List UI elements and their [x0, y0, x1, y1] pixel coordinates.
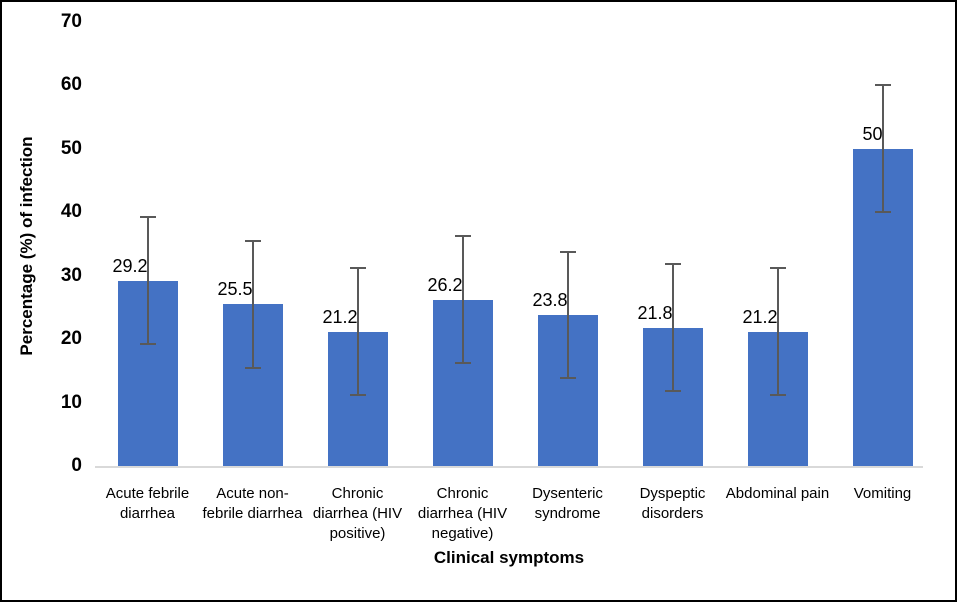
value-label: 21.8 — [637, 302, 673, 323]
error-bar-line — [356, 268, 359, 395]
value-label: 25.5 — [217, 279, 253, 300]
error-bar-bottom-cap — [874, 211, 891, 214]
y-tick-label: 10 — [60, 391, 82, 413]
x-axis-line — [95, 466, 923, 468]
y-tick-label: 20 — [60, 328, 82, 350]
value-label: 23.8 — [532, 290, 568, 311]
error-bar-line — [671, 264, 674, 392]
y-axis-title: Percentage (%) of infection — [17, 136, 36, 356]
error-bar-bottom-cap — [769, 393, 786, 396]
error-bar-bottom-cap — [349, 393, 366, 396]
error-bar-line — [146, 217, 149, 345]
error-bar-bottom-cap — [664, 390, 681, 393]
error-bar-top-cap — [349, 267, 366, 270]
x-tick-label: Dysenteric syndrome — [532, 485, 603, 522]
x-tick-label: Chronic diarrhea (HIV negative) — [417, 485, 508, 542]
y-tick-label: 60 — [60, 74, 82, 96]
error-bar-bottom-cap — [139, 343, 156, 346]
error-bar-line — [251, 240, 254, 368]
error-bar-top-cap — [664, 263, 681, 266]
value-label: 26.2 — [427, 274, 463, 295]
error-bar-top-cap — [139, 216, 156, 219]
error-bar-line — [881, 85, 884, 213]
error-bar-bottom-cap — [454, 362, 471, 365]
y-tick-label: 30 — [60, 264, 82, 286]
error-bar-line — [776, 268, 779, 395]
error-bar-top-cap — [874, 84, 891, 87]
error-bar-bottom-cap — [244, 366, 261, 369]
error-bar-top-cap — [244, 239, 261, 242]
error-bar-top-cap — [559, 250, 576, 253]
y-tick-label: 50 — [60, 137, 82, 159]
error-bar-line — [566, 251, 569, 379]
value-label: 29.2 — [112, 255, 148, 276]
x-tick-label: Dyspeptic disorders — [639, 485, 706, 522]
x-tick-label: Acute non-febrile diarrhea — [202, 485, 303, 522]
error-bar-line — [461, 236, 464, 364]
value-label: 21.2 — [322, 306, 358, 327]
error-bar-top-cap — [769, 267, 786, 270]
x-tick-label: Abdominal pain — [725, 485, 830, 502]
value-label: 50 — [862, 123, 883, 144]
error-bar-bottom-cap — [559, 377, 576, 380]
x-tick-label: Vomiting — [853, 485, 912, 502]
y-tick-label: 70 — [60, 11, 82, 32]
x-tick-label: Chronic diarrhea (HIV positive) — [312, 485, 403, 542]
x-axis-title: Clinical symptoms — [433, 548, 585, 567]
y-tick-label: 40 — [60, 201, 82, 223]
error-bar-top-cap — [454, 235, 471, 238]
value-label: 21.2 — [742, 306, 778, 327]
y-tick-label: 0 — [71, 455, 82, 476]
x-tick-label: Acute febrile diarrhea — [105, 485, 190, 522]
